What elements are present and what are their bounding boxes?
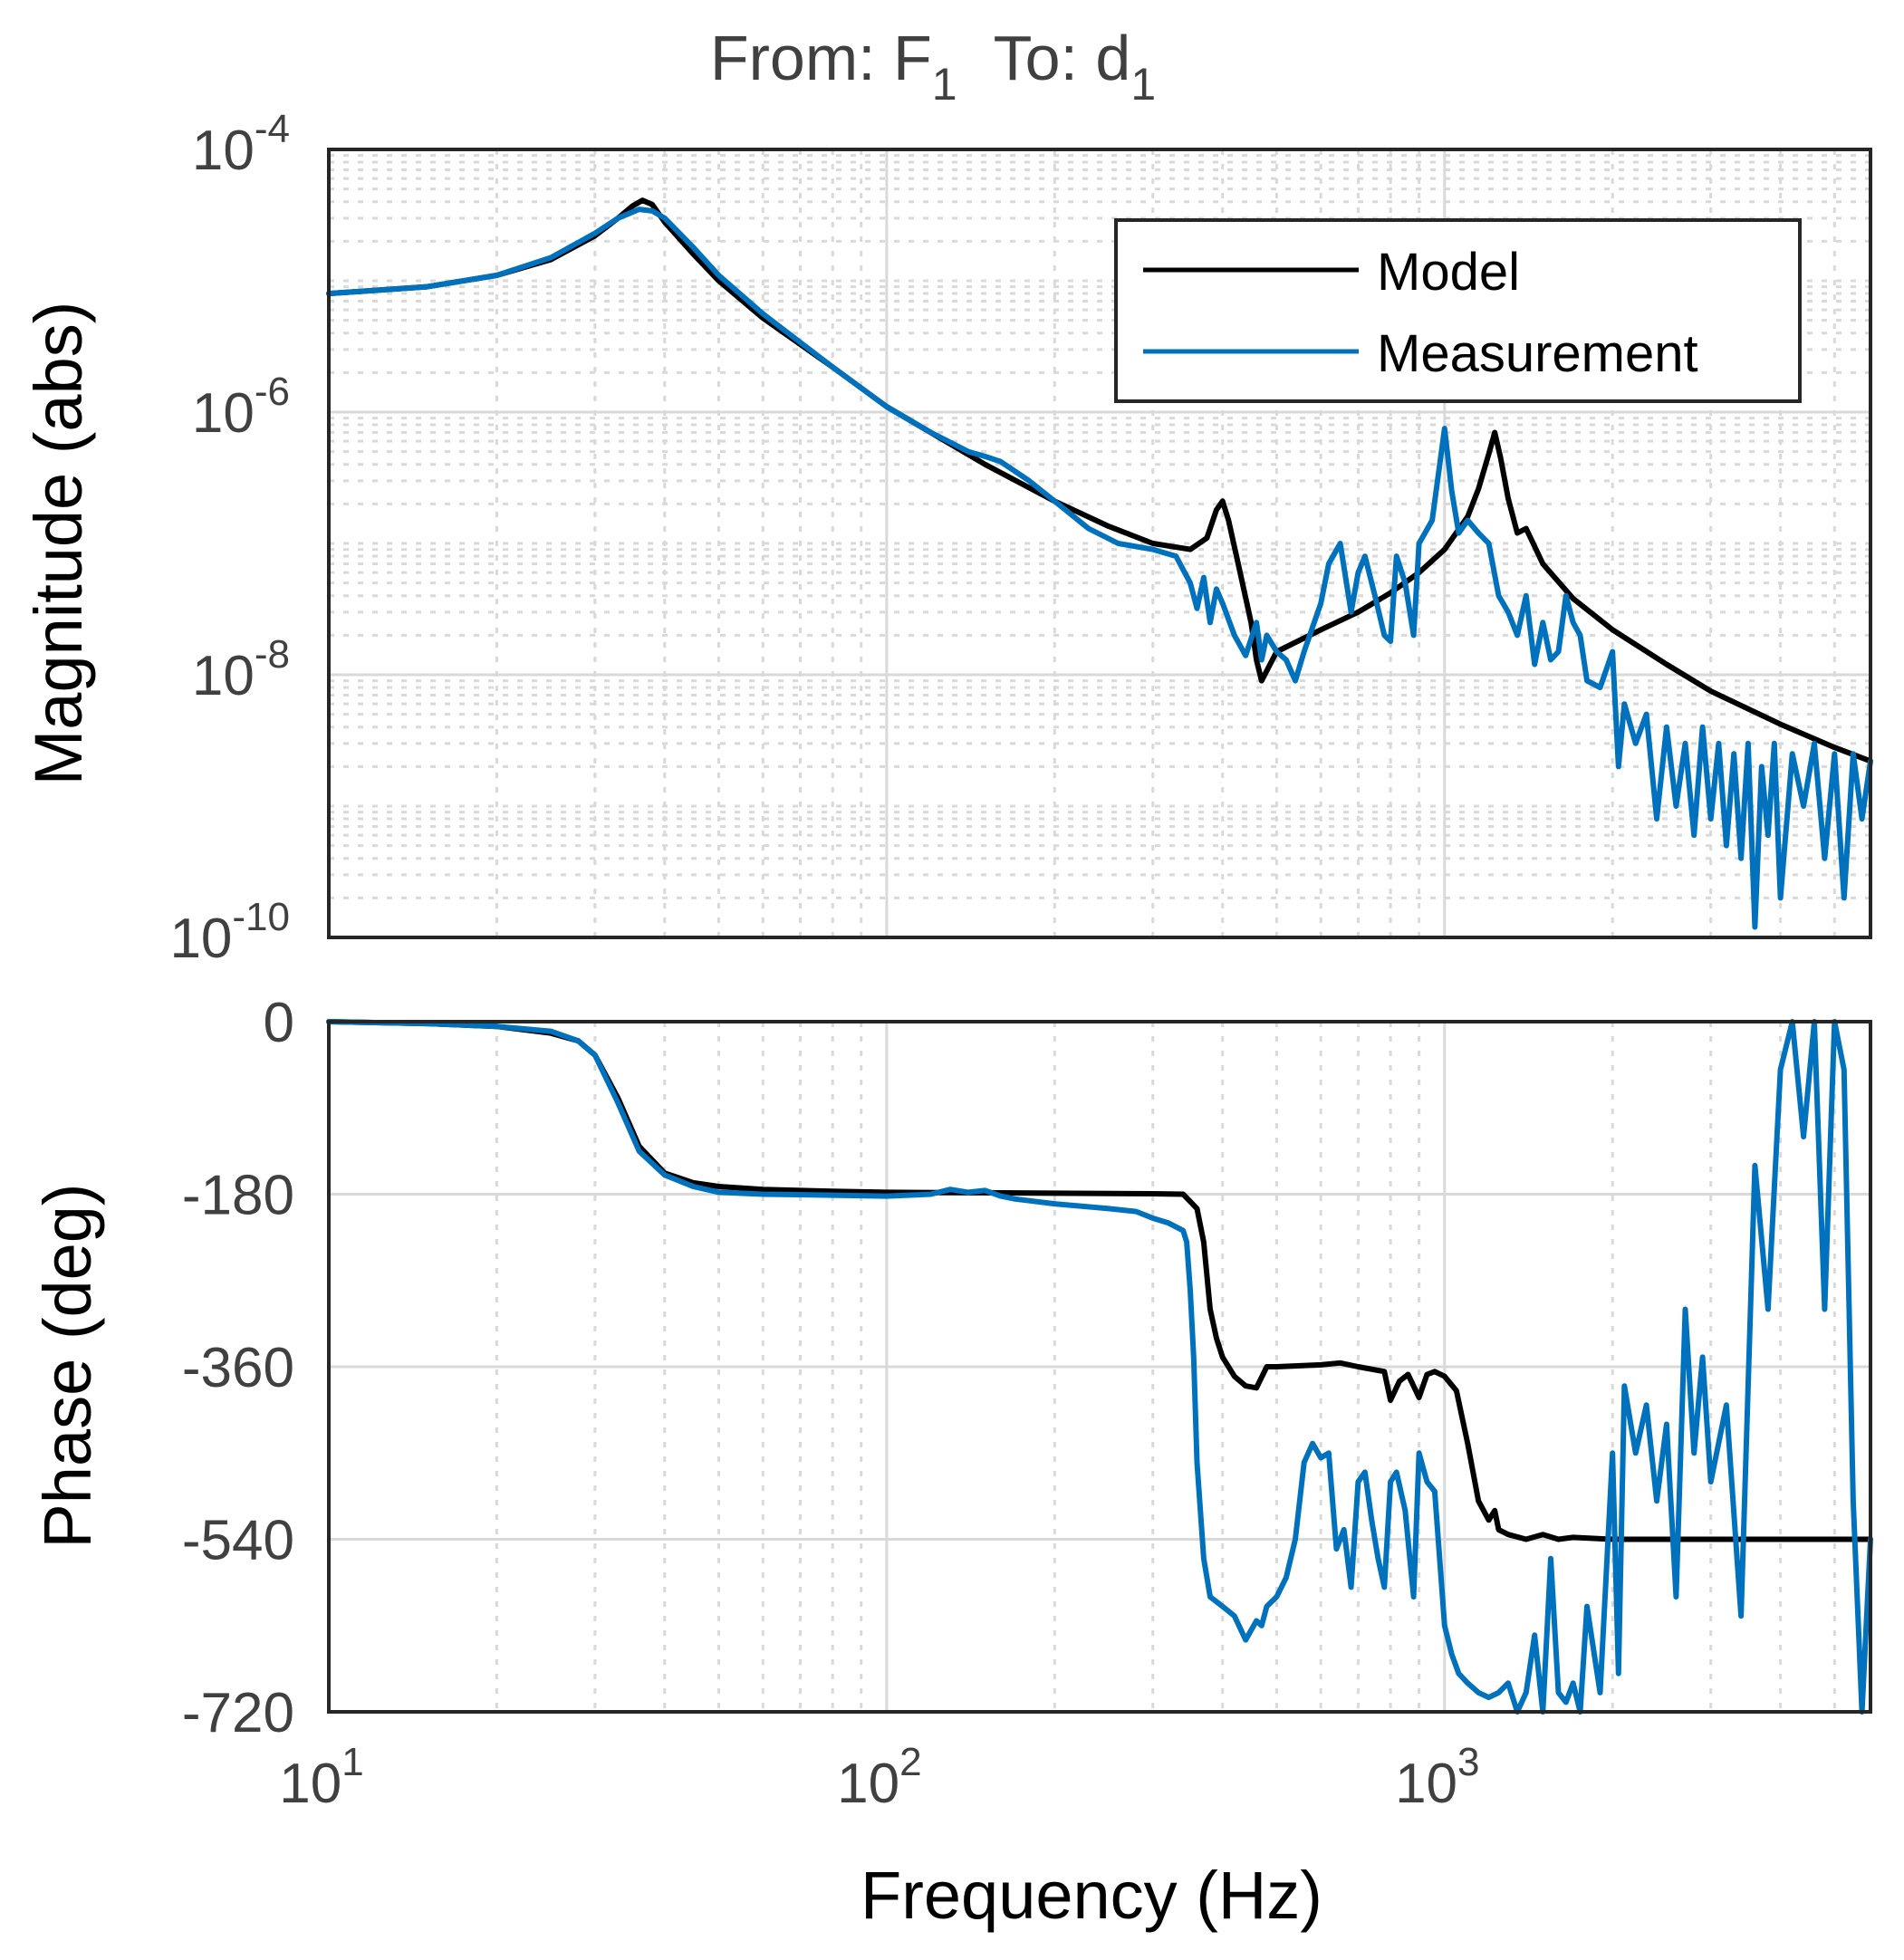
tick-base: 10 bbox=[192, 382, 255, 445]
magnitude-y-tick-label: 10-8 bbox=[192, 632, 290, 707]
magnitude-series-measurement bbox=[326, 207, 1873, 930]
phase-x-ticks: 101 102 103 bbox=[279, 1740, 1479, 1815]
tick-base: 10 bbox=[279, 1753, 341, 1815]
magnitude-series-model bbox=[326, 197, 1873, 764]
magnitude-y-tick-label: 10-4 bbox=[192, 107, 290, 182]
phase-lines bbox=[326, 1019, 1873, 1715]
x-tick-label: 103 bbox=[1395, 1740, 1479, 1815]
magnitude-y-ticks: 10-410-610-810-10 bbox=[169, 107, 290, 970]
magnitude-grid bbox=[329, 149, 1870, 937]
phase-series-measurement bbox=[326, 1019, 1873, 1715]
tick-base: 10 bbox=[1395, 1753, 1457, 1815]
tick-base: 10 bbox=[192, 645, 255, 707]
chart-title: From: F1 To: d1 bbox=[710, 23, 1156, 110]
tick-exponent: -6 bbox=[255, 370, 290, 414]
x-axis-label: Frequency (Hz) bbox=[861, 1858, 1322, 1933]
title-to: To: d bbox=[994, 23, 1131, 93]
title-from-sub: 1 bbox=[932, 59, 957, 110]
magnitude-axes: 10-410-610-810-10 Magnitude (abs) Model … bbox=[21, 107, 1873, 970]
x-tick-label: 101 bbox=[279, 1740, 363, 1815]
phase-y-tick-label: -360 bbox=[182, 1337, 294, 1399]
legend-model-label: Model bbox=[1377, 243, 1520, 302]
tick-exponent: 1 bbox=[341, 1740, 363, 1784]
title-to-sub: 1 bbox=[1130, 59, 1156, 110]
legend-box bbox=[1114, 218, 1802, 403]
tick-base: 10 bbox=[169, 908, 232, 970]
legend: Model Measurement bbox=[1114, 218, 1802, 403]
phase-y-tick-label: -540 bbox=[182, 1510, 294, 1572]
phase-y-label: Phase (deg) bbox=[30, 1183, 105, 1548]
phase-axes: 0-180-360-540-720 101 102 103 Phase (deg) … bbox=[30, 992, 1873, 1933]
tick-exponent: -8 bbox=[255, 632, 290, 677]
magnitude-frame bbox=[327, 148, 1872, 939]
legend-measurement-label: Measurement bbox=[1377, 324, 1698, 383]
tick-base: 10 bbox=[192, 120, 255, 182]
tick-exponent: -4 bbox=[255, 107, 290, 151]
magnitude-y-tick-label: 10-10 bbox=[169, 895, 290, 970]
magnitude-y-tick-label: 10-6 bbox=[192, 370, 290, 445]
phase-series-model bbox=[326, 1019, 1873, 1542]
x-tick-label: 102 bbox=[837, 1740, 921, 1815]
tick-exponent: 2 bbox=[899, 1740, 921, 1784]
phase-y-tick-label: 0 bbox=[264, 992, 294, 1054]
tick-exponent: 3 bbox=[1457, 1740, 1479, 1784]
phase-y-tick-label: -180 bbox=[182, 1165, 294, 1227]
phase-y-tick-label: -720 bbox=[182, 1682, 294, 1744]
title-from: From: F bbox=[710, 23, 932, 93]
tick-base: 10 bbox=[837, 1753, 899, 1815]
tick-exponent: -10 bbox=[232, 895, 290, 939]
phase-y-ticks: 0 -180 -360 -540 -720 bbox=[182, 992, 294, 1744]
phase-frame bbox=[327, 1020, 1872, 1714]
magnitude-y-label: Magnitude (abs) bbox=[21, 302, 96, 786]
magnitude-lines bbox=[326, 197, 1873, 930]
